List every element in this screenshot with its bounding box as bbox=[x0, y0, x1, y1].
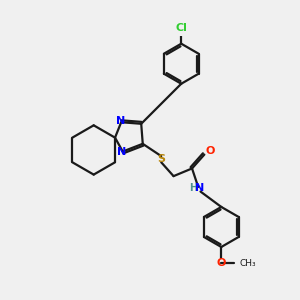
Text: N: N bbox=[195, 184, 204, 194]
Text: O: O bbox=[217, 258, 226, 268]
Text: N: N bbox=[117, 147, 127, 157]
Text: S: S bbox=[157, 154, 165, 164]
Text: Cl: Cl bbox=[175, 22, 187, 32]
Text: H: H bbox=[190, 184, 198, 194]
Text: CH₃: CH₃ bbox=[240, 259, 256, 268]
Text: O: O bbox=[205, 146, 214, 156]
Text: N: N bbox=[116, 116, 125, 127]
